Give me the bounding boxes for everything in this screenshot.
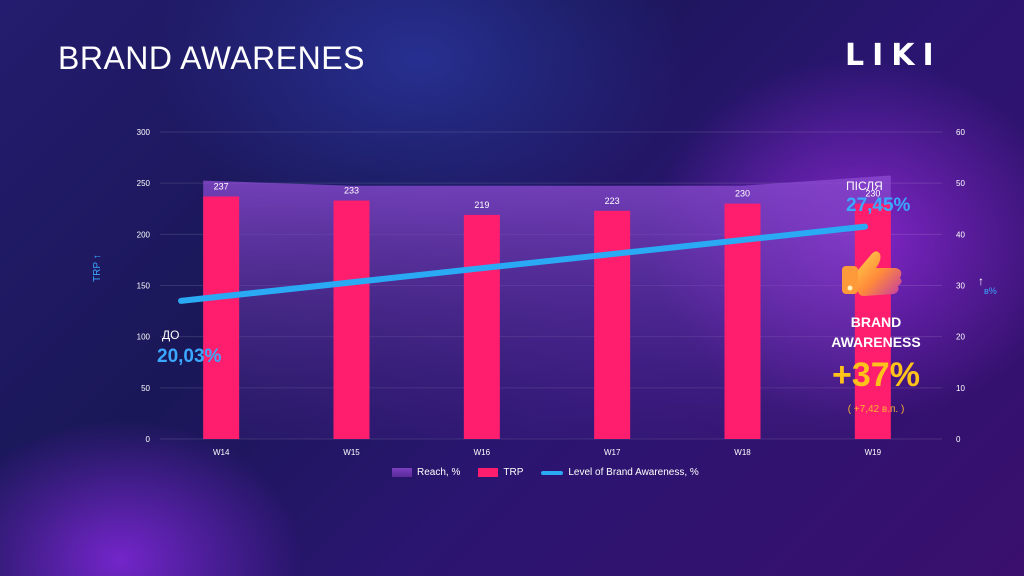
y-tick-left: 200 (137, 230, 151, 239)
x-tick-label: W18 (734, 448, 751, 457)
tick-layer: 0 50 100 150 200 250 300 0 10 20 30 40 50 60 W14 W15 W16… (137, 128, 966, 457)
trp-bar-label: 237 (214, 181, 229, 191)
x-tick-label: W19 (865, 448, 882, 457)
y-tick-right: 30 (956, 282, 965, 291)
chart-legend: Reach, % TRP Level of Brand Awareness, % (392, 467, 699, 478)
before-value: 20,03% (157, 346, 222, 367)
trp-bar (463, 214, 500, 439)
trp-bar-label: 219 (474, 200, 489, 210)
trp-bar (594, 210, 631, 439)
growth-value: +37% (832, 356, 920, 394)
before-label: ДО (162, 328, 180, 342)
legend-swatch-trp (478, 468, 499, 477)
y-tick-left: 50 (141, 384, 150, 393)
trp-bar (854, 203, 891, 439)
trp-bar-label: 230 (735, 189, 750, 199)
trp-bar (333, 200, 370, 439)
legend-label-awareness: Level of Brand Awareness, % (568, 467, 699, 478)
y-tick-right: 0 (956, 435, 961, 444)
brand-awareness-label: BRAND AWARENESS (831, 314, 921, 350)
after-label: ПІСЛЯ (846, 179, 883, 193)
legend-swatch-reach (392, 468, 412, 477)
y-tick-right: 50 (956, 179, 965, 188)
after-value: 27,45% (846, 195, 911, 216)
legend-label-reach: Reach, % (417, 467, 461, 478)
bar-layer: 237 233 219 223 230 230 (203, 181, 891, 439)
y-tick-left: 250 (137, 179, 151, 188)
left-axis-title: TRP ↑ (92, 254, 103, 282)
trp-bar-label: 223 (605, 196, 620, 206)
growth-note: ( +7,42 в.п. ) (847, 404, 905, 415)
reach-area (203, 175, 891, 439)
right-axis-title: ↑ в% (978, 274, 997, 296)
x-tick-label: W14 (213, 448, 230, 457)
thumbs-up-icon (842, 251, 902, 296)
trp-bar-label: 233 (344, 186, 359, 196)
y-tick-right: 10 (956, 384, 965, 393)
line-layer (178, 223, 868, 304)
trp-bar-label: 230 (865, 189, 880, 199)
legend-swatch-awareness (541, 470, 564, 475)
y-tick-left: 300 (137, 128, 151, 137)
x-tick-label: W16 (474, 448, 491, 457)
y-tick-right: 60 (956, 128, 965, 137)
legend-item-awareness: Level of Brand Awareness, % (541, 467, 699, 478)
legend-item-reach: Reach, % (392, 467, 460, 478)
brand-logo: LIKI (845, 38, 942, 73)
y-tick-right: 40 (956, 230, 965, 239)
y-tick-left: 100 (137, 333, 151, 342)
x-tick-label: W17 (604, 448, 621, 457)
y-tick-right: 20 (956, 333, 965, 342)
x-tick-label: W15 (343, 448, 360, 457)
legend-label-trp: TRP (503, 467, 524, 478)
y-tick-left: 0 (146, 435, 151, 444)
page-title: BRAND AWARENES (58, 40, 365, 76)
awareness-line (178, 223, 868, 304)
reach-layer (203, 175, 891, 439)
legend-item-trp: TRP (478, 467, 523, 478)
trp-bar (203, 196, 240, 439)
y-tick-left: 150 (137, 282, 151, 291)
